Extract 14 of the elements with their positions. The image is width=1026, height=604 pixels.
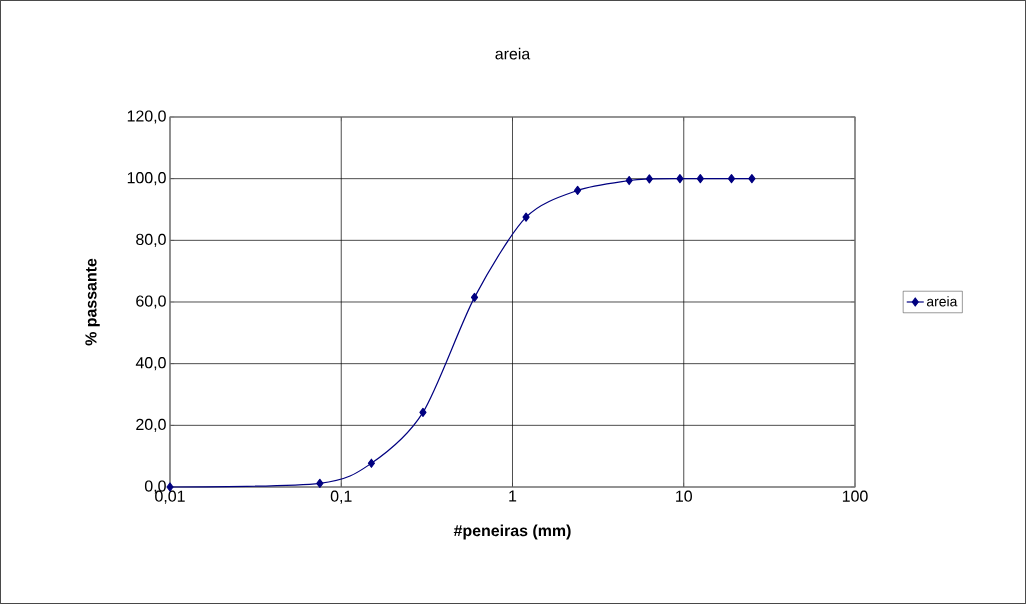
y-tick-label: 40,0 bbox=[135, 357, 166, 371]
y-tick-label: 60,0 bbox=[136, 295, 166, 309]
y-tick-label: 120,0 bbox=[127, 110, 166, 124]
chart-title: areia bbox=[495, 47, 531, 60]
y-tick-label: 100,0 bbox=[127, 172, 166, 186]
x-axis-title: #peneiras (mm) bbox=[453, 524, 571, 540]
legend-label: areia bbox=[926, 296, 958, 307]
y-tick-label: 20,0 bbox=[136, 418, 166, 432]
y-axis-title: % passante bbox=[85, 258, 100, 346]
x-tick-label: 10 bbox=[676, 490, 692, 502]
x-tick-label: 100 bbox=[842, 490, 868, 502]
y-tick-label: 80,0 bbox=[136, 233, 166, 247]
x-tick-label: 0,1 bbox=[330, 490, 352, 504]
x-tick-label: 1 bbox=[509, 490, 517, 502]
